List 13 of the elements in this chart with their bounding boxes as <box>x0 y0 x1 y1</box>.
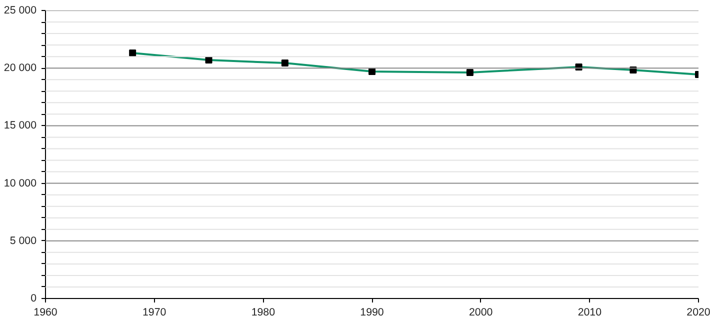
y-tick-label: 15 000 <box>4 120 37 132</box>
y-tick-label: 25 000 <box>4 4 37 16</box>
x-tick-label: 1960 <box>34 306 58 318</box>
y-tick-label: 0 <box>30 292 37 304</box>
y-tick-label: 5 000 <box>10 234 37 247</box>
y-tick-label: 10 000 <box>4 177 37 190</box>
y-tick-label: 20 000 <box>4 62 37 74</box>
x-tick-label: 1970 <box>142 306 166 318</box>
x-tick-label: 2020 <box>686 306 710 318</box>
x-tick-label: 2000 <box>468 306 493 318</box>
x-tick-label: 2010 <box>578 306 602 318</box>
x-tick-label: 1990 <box>360 306 384 318</box>
x-tick-label: 1980 <box>251 306 276 318</box>
